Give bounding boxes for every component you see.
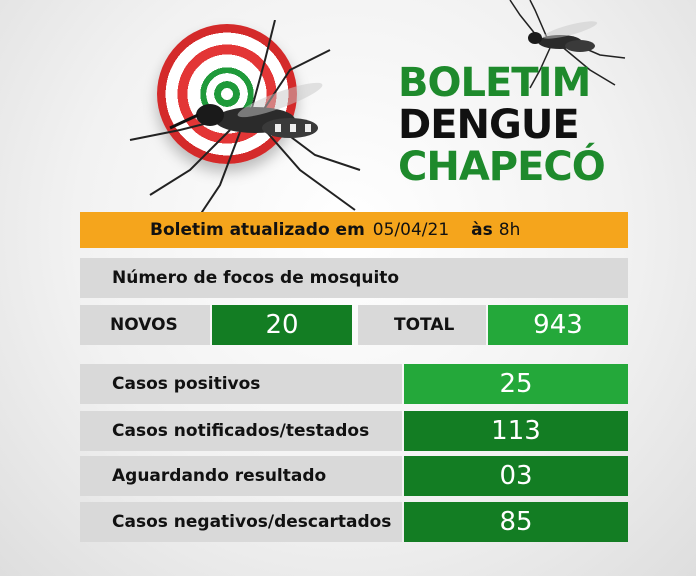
title-line-3: CHAPECÓ: [398, 144, 606, 190]
update-hour: 8h: [498, 220, 521, 240]
case-value-notificados: 113: [404, 411, 628, 451]
case-label-negativos: Casos negativos/descartados: [112, 512, 392, 532]
total-label: TOTAL: [394, 315, 455, 335]
novos-label: NOVOS: [110, 315, 178, 335]
case-label-cell: Casos notificados/testados: [80, 411, 402, 451]
novos-label-cell: NOVOS: [80, 305, 210, 345]
total-value: 943: [488, 305, 628, 345]
page-title: BOLETIM DENGUE CHAPECÓ: [398, 60, 606, 190]
total-label-cell: TOTAL: [358, 305, 486, 345]
focos-heading-row: Número de focos de mosquito: [80, 258, 628, 298]
case-value-positivos: 25: [404, 364, 628, 404]
case-value-aguardando: 03: [404, 456, 628, 496]
case-value-negativos: 85: [404, 502, 628, 542]
case-label-aguardando: Aguardando resultado: [112, 466, 327, 486]
focos-heading: Número de focos de mosquito: [112, 268, 400, 288]
case-label-positivos: Casos positivos: [112, 374, 261, 394]
case-label-notificados: Casos notificados/testados: [112, 421, 370, 441]
title-line-1: BOLETIM: [398, 60, 591, 106]
mosquito-icon: [509, 0, 626, 89]
update-label: Boletim atualizado em: [150, 220, 365, 240]
case-label-cell: Casos negativos/descartados: [80, 502, 402, 542]
novos-value: 20: [212, 305, 352, 345]
case-label-cell: Casos positivos: [80, 364, 402, 404]
case-label-cell: Aguardando resultado: [80, 456, 402, 496]
title-line-2: DENGUE: [398, 102, 580, 148]
update-date: 05/04/21: [372, 220, 450, 240]
update-bar: Boletim atualizado em 05/04/21 às 8h: [80, 212, 628, 248]
mosquito-icon: [129, 20, 361, 216]
update-at-label: às: [471, 220, 493, 240]
